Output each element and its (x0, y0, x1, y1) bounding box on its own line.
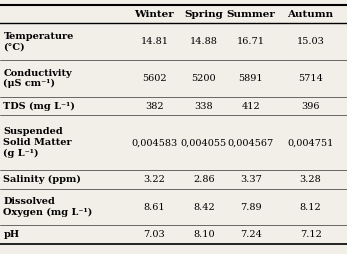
Text: 8.10: 8.10 (193, 230, 215, 239)
Text: 8.12: 8.12 (300, 203, 321, 212)
Text: 3.37: 3.37 (240, 175, 262, 184)
Text: Autumn: Autumn (288, 10, 333, 19)
Text: 7.03: 7.03 (144, 230, 165, 239)
Text: 14.81: 14.81 (141, 37, 168, 46)
Text: 14.88: 14.88 (190, 37, 218, 46)
Text: 5891: 5891 (238, 74, 263, 83)
Text: 396: 396 (301, 102, 320, 110)
Text: 16.71: 16.71 (237, 37, 265, 46)
Text: 5602: 5602 (142, 74, 167, 83)
Text: 2.86: 2.86 (193, 175, 215, 184)
Text: 7.24: 7.24 (240, 230, 262, 239)
Text: 3.28: 3.28 (300, 175, 321, 184)
Text: 8.42: 8.42 (193, 203, 215, 212)
Text: 0,004751: 0,004751 (287, 138, 334, 147)
Text: 15.03: 15.03 (297, 37, 324, 46)
Text: 5200: 5200 (192, 74, 216, 83)
Text: 338: 338 (195, 102, 213, 110)
Text: 7.89: 7.89 (240, 203, 262, 212)
Text: 0,004583: 0,004583 (131, 138, 178, 147)
Text: 8.61: 8.61 (144, 203, 165, 212)
Text: Temperature
(°C): Temperature (°C) (3, 32, 74, 52)
Text: Conductivity
(μS cm⁻¹): Conductivity (μS cm⁻¹) (3, 69, 72, 88)
Text: 412: 412 (241, 102, 260, 110)
Text: Summer: Summer (226, 10, 275, 19)
Text: 3.22: 3.22 (143, 175, 166, 184)
Text: Dissolved
Oxygen (mg L⁻¹): Dissolved Oxygen (mg L⁻¹) (3, 197, 93, 217)
Text: Spring: Spring (185, 10, 223, 19)
Text: Salinity (ppm): Salinity (ppm) (3, 175, 81, 184)
Text: 0,004567: 0,004567 (228, 138, 274, 147)
Text: 382: 382 (145, 102, 164, 110)
Text: 0,004055: 0,004055 (181, 138, 227, 147)
Text: 7.12: 7.12 (299, 230, 322, 239)
Text: pH: pH (3, 230, 19, 239)
Text: Winter: Winter (135, 10, 174, 19)
Text: Suspended
Solid Matter
(g L⁻¹): Suspended Solid Matter (g L⁻¹) (3, 128, 72, 158)
Text: TDS (mg L⁻¹): TDS (mg L⁻¹) (3, 102, 75, 111)
Text: 5714: 5714 (298, 74, 323, 83)
